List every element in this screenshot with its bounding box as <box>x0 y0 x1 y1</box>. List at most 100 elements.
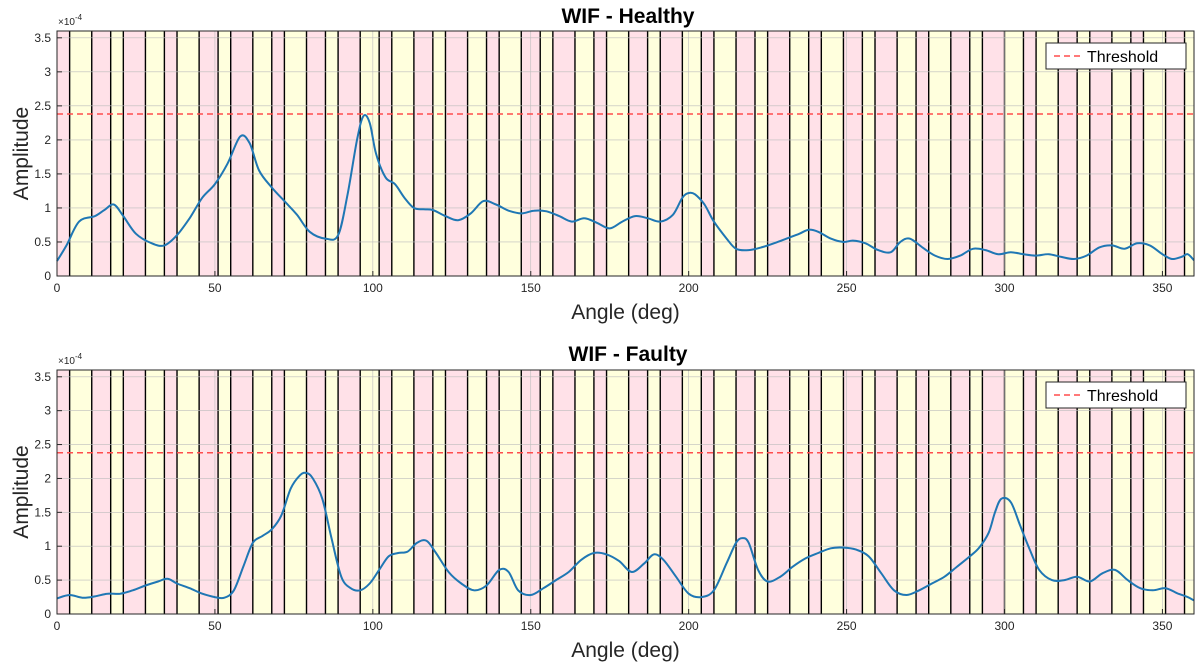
x-tick-label: 250 <box>837 281 857 295</box>
sector-band <box>499 31 522 276</box>
legend-threshold-label: Threshold <box>1087 49 1158 66</box>
sector-bands <box>57 31 1194 276</box>
sector-band <box>1004 31 1024 276</box>
sector-band <box>713 31 737 276</box>
sector-band <box>982 370 1005 614</box>
sector-band <box>916 370 929 614</box>
legend: Threshold <box>1045 381 1187 409</box>
sector-band <box>1111 31 1131 276</box>
sector-band <box>540 31 553 276</box>
y-tick-label: 0 <box>44 607 51 621</box>
sector-band <box>467 370 487 614</box>
sector-bands <box>57 370 1194 614</box>
sector-band <box>486 370 500 614</box>
sector-band <box>897 31 917 276</box>
sector-band <box>628 370 648 614</box>
axes-box <box>56 369 1195 615</box>
sector-band <box>713 370 737 614</box>
sector-band <box>218 31 231 276</box>
sector-band <box>1130 370 1144 614</box>
y-tick-label: 0 <box>44 269 51 283</box>
sector-band <box>123 370 146 614</box>
sector-band <box>969 31 983 276</box>
sector-band <box>445 31 468 276</box>
sector-band <box>164 370 178 614</box>
y-axis-multiplier: ×10-4 <box>58 13 83 28</box>
sector-band <box>271 370 285 614</box>
legend: Threshold <box>1045 42 1187 70</box>
sector-band <box>467 31 487 276</box>
sector-band <box>69 31 92 276</box>
sector-band <box>789 370 809 614</box>
faulty-chart-panel: WIF - Faulty 0 50 100 150 200 250 300 350 0 0.5 1… <box>10 343 1195 662</box>
y-tick-labels: 0 0.5 1 1.5 2 2.5 3 3.5 <box>34 370 62 621</box>
sector-band <box>218 370 231 614</box>
x-tick-label: 300 <box>994 281 1014 295</box>
sector-band <box>969 370 983 614</box>
sector-band <box>928 370 951 614</box>
sector-band <box>432 370 446 614</box>
sector-band <box>91 31 111 276</box>
x-axis-label: Angle (deg) <box>571 301 680 324</box>
sector-band <box>701 370 714 614</box>
sector-band <box>808 370 822 614</box>
x-tick-label: 300 <box>994 619 1014 633</box>
sector-band <box>1036 31 1059 276</box>
sector-band <box>916 31 929 276</box>
x-tick-label: 50 <box>208 619 222 633</box>
y-tick-labels: 0 0.5 1 1.5 2 2.5 3 3.5 <box>34 31 62 283</box>
sector-band <box>413 31 433 276</box>
y-tick-label: 2.5 <box>34 99 51 113</box>
x-tick-label: 350 <box>1152 619 1172 633</box>
sector-band <box>499 370 522 614</box>
sector-band <box>1023 370 1037 614</box>
y-tick-label: 2 <box>44 133 51 147</box>
sector-band <box>789 31 809 276</box>
sector-band <box>1058 31 1078 276</box>
sector-band <box>1077 31 1090 276</box>
x-tick-label: 200 <box>679 281 699 295</box>
sector-band <box>1077 370 1090 614</box>
sector-band <box>284 370 307 614</box>
signal-line <box>56 471 1195 602</box>
axes-box <box>56 30 1195 277</box>
sector-band <box>682 370 702 614</box>
y-axis-label: Amplitude <box>10 445 33 538</box>
x-tick-label: 150 <box>521 281 541 295</box>
x-tick-label: 100 <box>363 619 383 633</box>
sector-band <box>338 370 361 614</box>
sector-band <box>552 31 575 276</box>
sector-band <box>391 370 414 614</box>
sector-band <box>1184 31 1194 276</box>
y-tick-label: 1.5 <box>34 505 51 519</box>
sector-band <box>230 370 253 614</box>
sector-band <box>647 31 661 276</box>
signal-line-series <box>56 471 1195 602</box>
sector-band <box>1165 31 1185 276</box>
sector-band <box>325 31 339 276</box>
sector-band <box>593 31 607 276</box>
healthy-chart-panel: WIF - Healthy 0 50 100 150 200 250 300 350 0 0.5… <box>10 5 1195 324</box>
sector-band <box>660 31 683 276</box>
sector-band <box>843 31 863 276</box>
sector-band <box>445 370 468 614</box>
legend-threshold-label: Threshold <box>1087 388 1158 405</box>
x-tick-labels: 0 50 100 150 200 250 300 350 <box>54 609 1173 633</box>
sector-band <box>486 31 500 276</box>
sector-band <box>379 370 392 614</box>
sector-band <box>123 31 146 276</box>
sector-band <box>754 370 768 614</box>
sector-band <box>57 31 70 276</box>
sector-band <box>164 31 178 276</box>
sector-band <box>1143 370 1166 614</box>
sector-band <box>1143 31 1166 276</box>
sector-band <box>897 370 917 614</box>
chart-title-faulty: WIF - Faulty <box>569 343 688 366</box>
sector-band <box>821 31 844 276</box>
sector-band <box>1023 31 1037 276</box>
x-tick-label: 50 <box>208 281 222 295</box>
x-tick-labels: 0 50 100 150 200 250 300 350 <box>54 271 1173 295</box>
signal-line-series <box>56 114 1195 262</box>
sector-band <box>69 370 92 614</box>
